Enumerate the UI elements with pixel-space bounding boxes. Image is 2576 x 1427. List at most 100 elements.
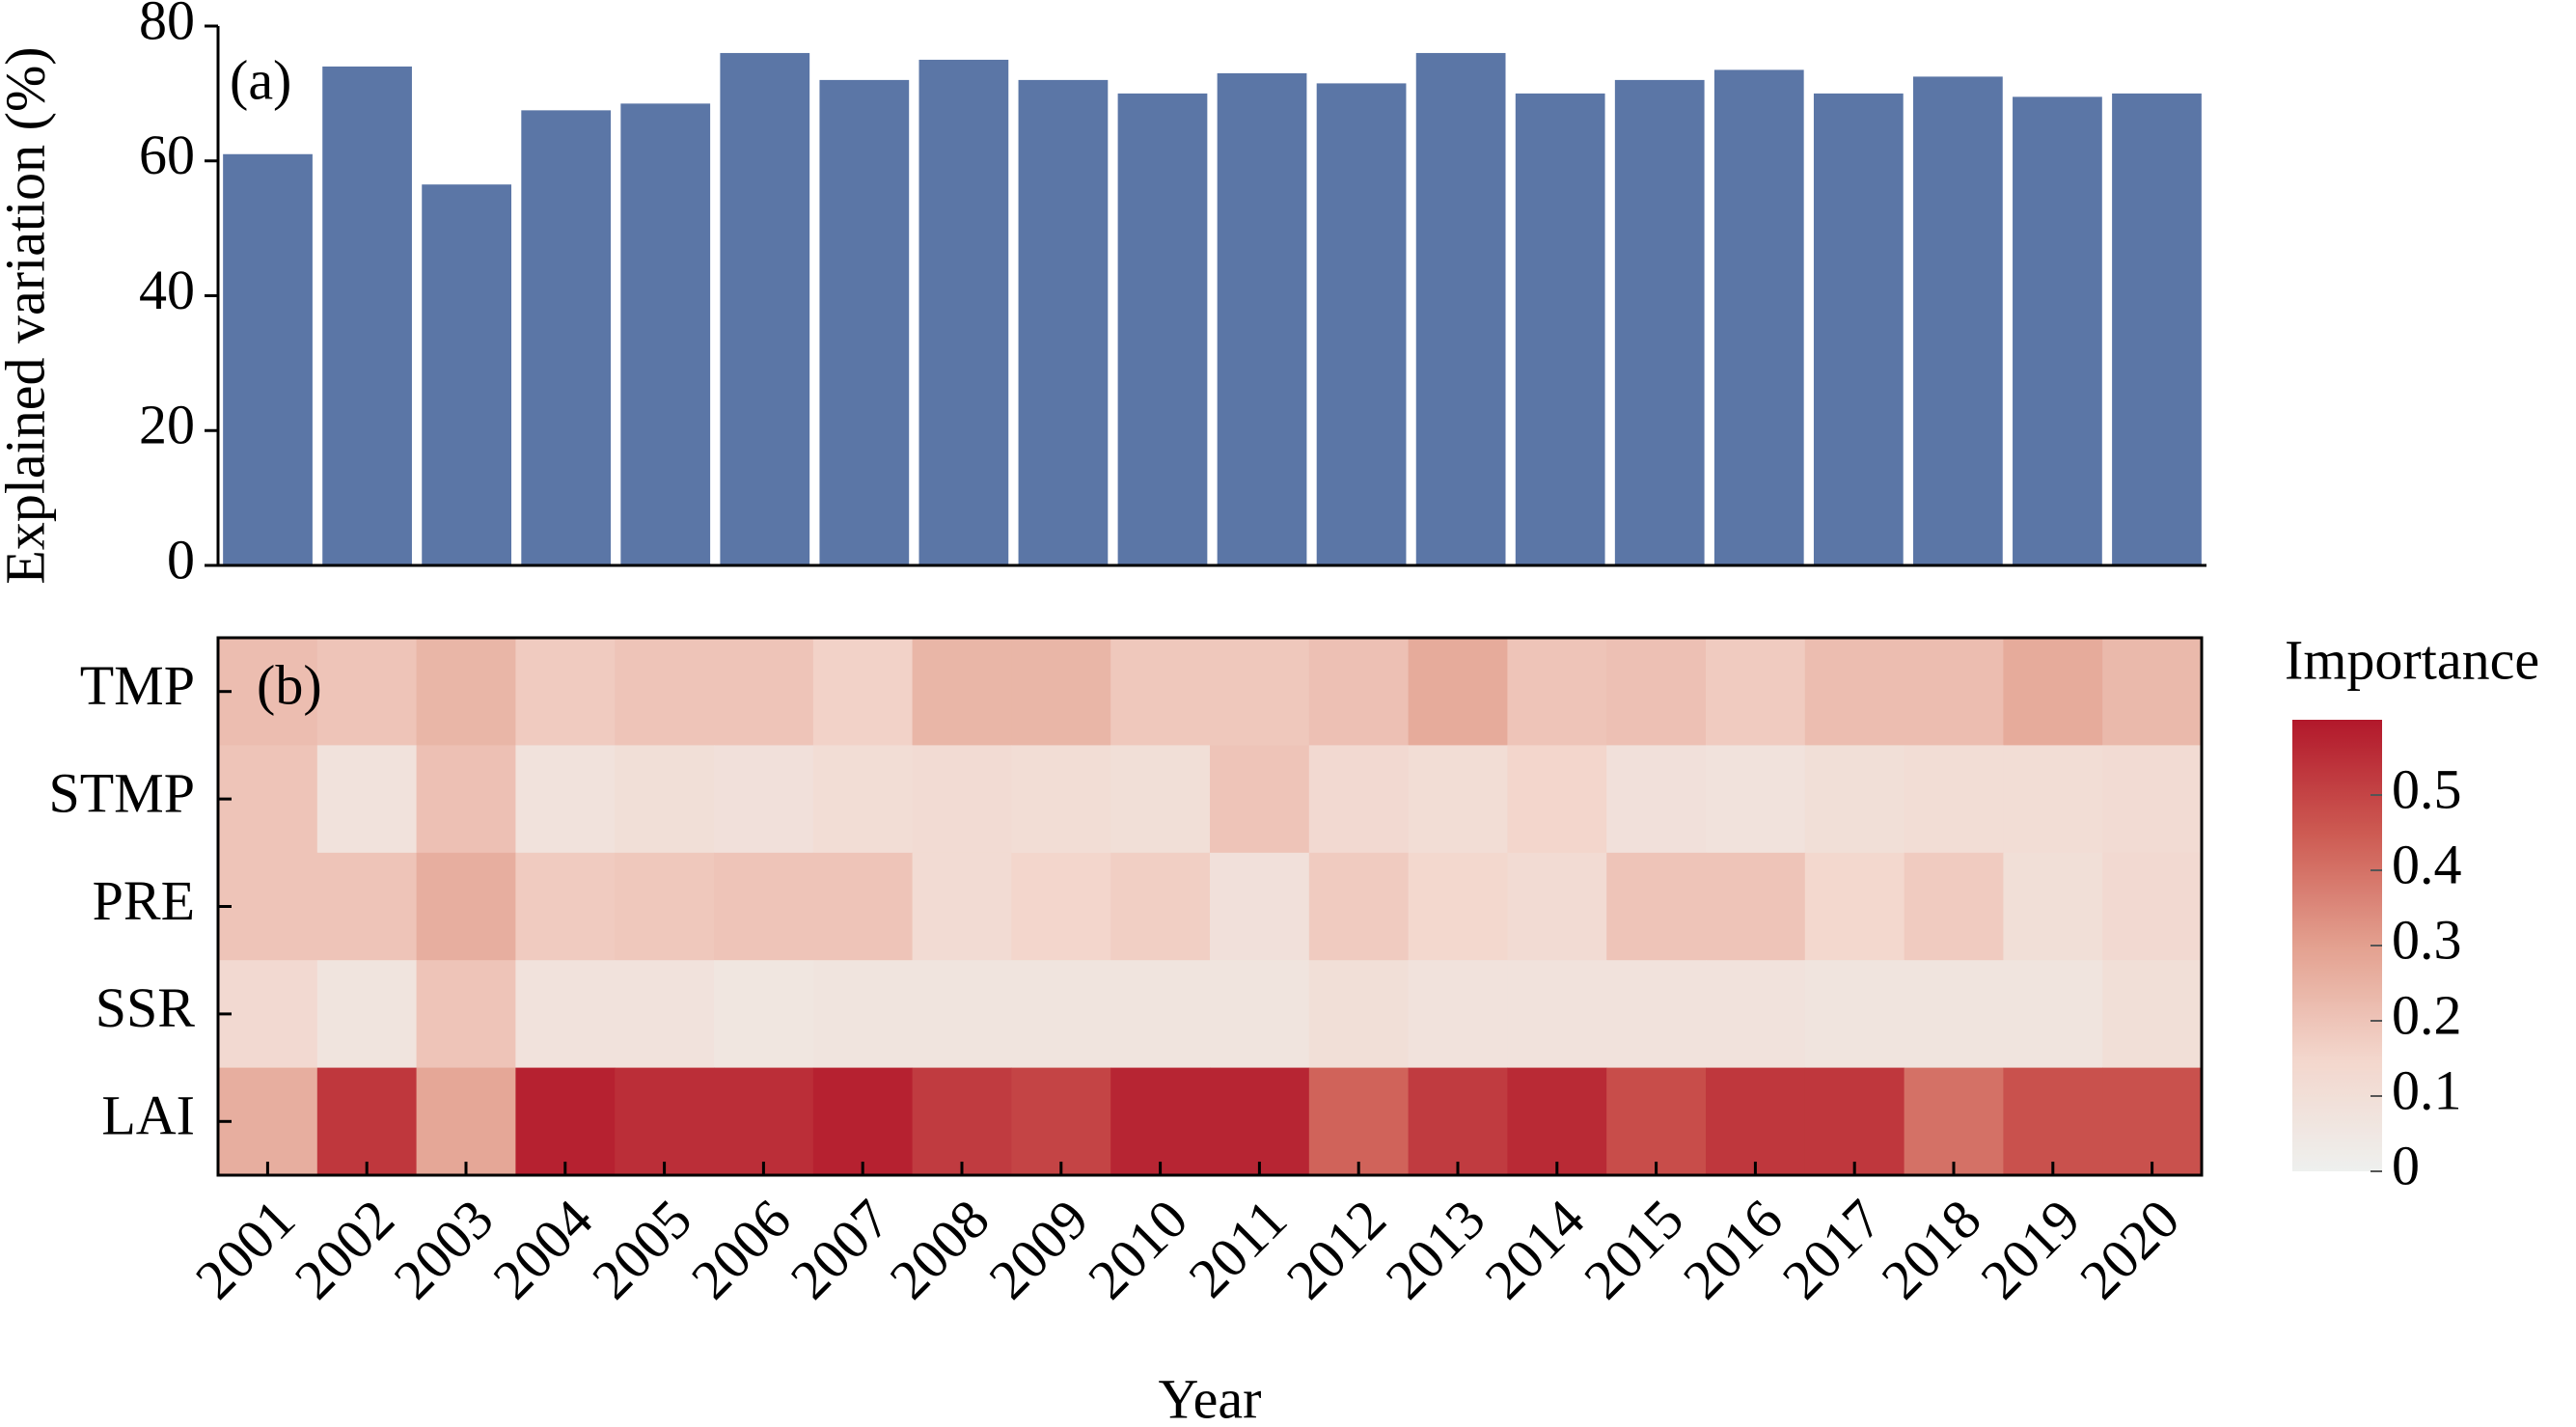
x-tick-label: 2016 [1671,1188,1795,1311]
heatmap-cell [1606,852,1707,961]
heatmap-cell [1110,745,1211,854]
x-tick-label: 2015 [1572,1188,1695,1311]
colorbar-tick-label: 0.1 [2392,1058,2462,1121]
heatmap-cell [1804,1067,1905,1176]
x-tick-label: 2008 [878,1188,1001,1311]
heatmap-cell [1011,1067,1111,1176]
heatmap-cell [1110,852,1211,961]
heatmap-cell [812,960,914,1069]
heatmap-cell [218,852,318,961]
heatmap-cell [218,960,318,1069]
heatmap-cell [615,1067,715,1176]
heatmap-cell [1308,745,1410,854]
heatmap-cell [1308,960,1410,1069]
heatmap-cell [615,852,715,961]
heatmap-cell [2003,960,2103,1069]
heatmap-cell [2102,1067,2203,1176]
bar [223,153,313,565]
x-tick-label: 2018 [1870,1188,1993,1311]
bar [819,79,910,566]
colorbar-tick-label: 0.2 [2392,983,2462,1046]
y-tick-label: 80 [139,0,195,51]
bar [1415,52,1506,565]
row-label: STMP [48,761,195,824]
colorbar-tick-label: 0.3 [2392,908,2462,971]
heatmap-cell [1210,1067,1310,1176]
heatmap-cell [316,745,418,854]
heatmap-cell [1507,960,1607,1069]
bar [1217,72,1307,565]
heatmap-cell [1606,745,1707,854]
heatmap-cell [1210,638,1310,746]
heatmap-cell [1308,638,1410,746]
x-tick-label: 2004 [480,1188,604,1311]
heatmap-cell [1606,1067,1707,1176]
heatmap-cell [515,1067,616,1176]
heatmap-cell [1904,745,2004,854]
heatmap-cell [1706,852,1806,961]
heatmap-cell [316,852,418,961]
heatmap-cell [416,852,516,961]
bar [2013,96,2102,566]
heatmap-cell [1110,1067,1211,1176]
bar [620,103,711,565]
bar [1614,79,1705,566]
heatmap-cell [1011,852,1111,961]
x-tick-label: 2005 [580,1188,703,1311]
x-tick-label: 2007 [779,1188,902,1311]
colorbar-title: Importance [2285,628,2539,691]
row-label: PRE [93,869,195,932]
heatmap-cell [218,745,318,854]
heatmap-cell [615,745,715,854]
bar [1813,93,1904,565]
heatmap-cell [1706,638,1806,746]
heatmap-cell [1804,852,1905,961]
heatmap-cell [1408,852,1508,961]
row-label: SSR [96,976,196,1039]
x-tick-label: 2011 [1177,1188,1299,1309]
heatmap-cell [615,960,715,1069]
heatmap-cell [1408,960,1508,1069]
heatmap-cell [1110,638,1211,746]
x-tick-label: 2006 [679,1188,803,1311]
x-tick-label: 2002 [283,1188,406,1311]
heatmap-cell [1011,745,1111,854]
bar [1316,83,1407,566]
x-tick-label: 2003 [382,1188,506,1311]
heatmap-cell [416,960,516,1069]
heatmap-cell [1804,960,1905,1069]
heatmap-cell [416,745,516,854]
heatmap-cell [912,852,1012,961]
heatmap-cell [2102,960,2203,1069]
heatmap-cell [1507,745,1607,854]
heatmap-cell [1308,1067,1410,1176]
heatmap-cell [2102,852,2203,961]
heatmap-cell [515,960,616,1069]
x-tick-label: 2017 [1770,1188,1894,1311]
heatmap-cell [1606,960,1707,1069]
y-tick-label: 20 [139,394,195,456]
y-tick-label: 0 [167,528,195,590]
bar [322,66,412,566]
heatmap-cell [2102,638,2203,746]
heatmap-cell [714,638,814,746]
panel-label: (a) [230,48,291,111]
heatmap-cell [1308,852,1410,961]
heatmap-cell [1408,745,1508,854]
bar [2112,93,2202,565]
x-tick-label: 2020 [2068,1188,2191,1311]
heatmap-cell [1904,960,2004,1069]
heatmap-cell [1507,638,1607,746]
panel-label: (b) [257,653,322,716]
heatmap-cell [1507,1067,1607,1176]
heatmap-cell [812,852,914,961]
heatmap-cell [1904,638,2004,746]
heatmap-cell [416,638,516,746]
heatmap-cell [714,1067,814,1176]
heatmap-cell [1210,852,1310,961]
heatmap-cell [1210,745,1310,854]
heatmap-cell [812,1067,914,1176]
heatmap-cell [2003,745,2103,854]
x-axis-title: Year [1159,1367,1262,1427]
